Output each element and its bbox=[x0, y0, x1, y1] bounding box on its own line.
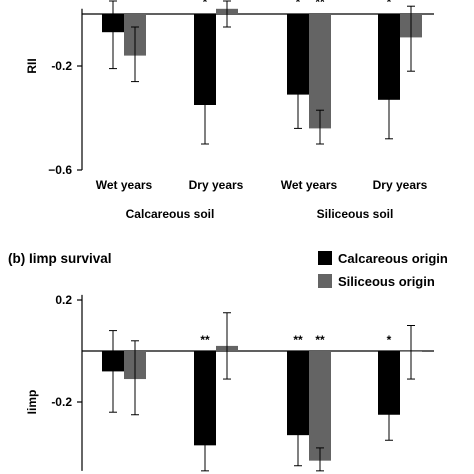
x-tick-label: Dry years bbox=[189, 178, 244, 192]
legend-swatch bbox=[318, 251, 332, 265]
significance-label: * bbox=[387, 333, 392, 347]
bar bbox=[309, 14, 331, 129]
significance-label: * bbox=[387, 0, 392, 9]
y-tick-label: -0.2 bbox=[51, 395, 72, 409]
x-tick-label: Wet years bbox=[96, 178, 153, 192]
x-tick-label: Dry years bbox=[373, 178, 428, 192]
legend: Calcareous origin Siliceous origin bbox=[318, 251, 448, 289]
bar bbox=[287, 14, 309, 95]
significance-label: ** bbox=[200, 333, 210, 347]
significance-label: ** bbox=[315, 0, 325, 9]
legend-label: Calcareous origin bbox=[338, 251, 448, 266]
significance-label: ** bbox=[315, 333, 325, 347]
x-tick-label: Wet years bbox=[281, 178, 338, 192]
significance-label: * bbox=[203, 0, 208, 9]
legend-swatch bbox=[318, 274, 332, 288]
y-tick-label: 0.2 bbox=[55, 293, 72, 307]
significance-label: ** bbox=[293, 333, 303, 347]
group-label: Calcareous soil bbox=[126, 207, 215, 221]
bar bbox=[378, 14, 400, 100]
significance-label: * bbox=[296, 0, 301, 9]
bar bbox=[287, 351, 309, 436]
y-axis-label: Iimp bbox=[25, 390, 39, 415]
group-label: Siliceous soil bbox=[317, 207, 394, 221]
panel-b-title: (b) Iimp survival bbox=[8, 251, 112, 266]
legend-label: Siliceous origin bbox=[338, 274, 435, 289]
bar bbox=[194, 14, 216, 105]
bar bbox=[309, 351, 331, 461]
y-tick-label: -0.2 bbox=[51, 59, 72, 73]
bar bbox=[194, 351, 216, 446]
y-axis-label: RII bbox=[25, 58, 39, 73]
bar bbox=[378, 351, 400, 415]
y-tick-label: −0.6 bbox=[48, 163, 72, 177]
